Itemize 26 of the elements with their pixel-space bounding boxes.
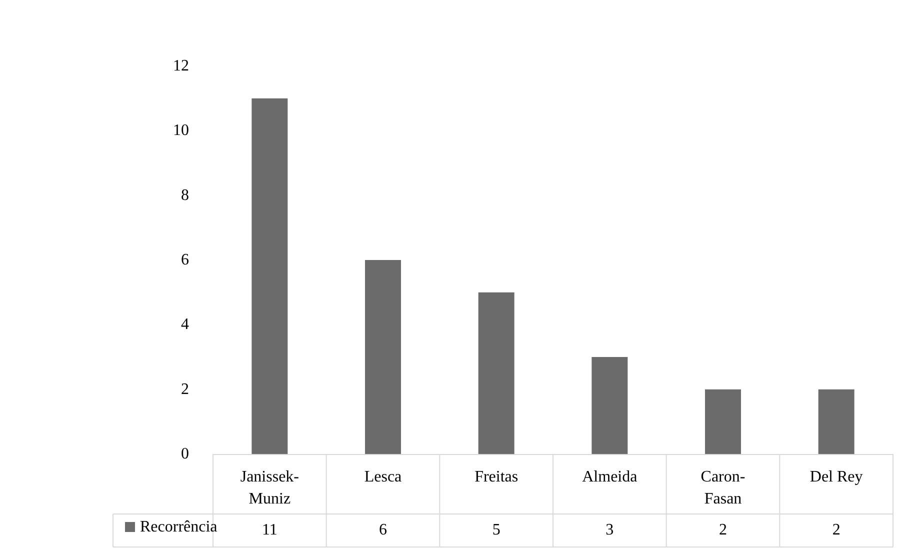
bar — [818, 389, 854, 454]
x-tick-label: Del Rey — [810, 468, 863, 486]
x-tick-label: Caron-Fasan — [700, 468, 746, 508]
legend-label: Recorrência — [140, 518, 218, 536]
data-label: 2 — [832, 522, 840, 538]
data-label: 5 — [492, 522, 500, 538]
y-tick-label: 12 — [173, 58, 189, 74]
x-tick-label: Lesca — [364, 468, 402, 486]
data-label: 3 — [606, 522, 614, 538]
data-label: 6 — [379, 522, 387, 538]
x-tick-label: Almeida — [582, 468, 638, 486]
bar — [705, 389, 741, 454]
y-tick-label: 0 — [181, 446, 189, 462]
bar — [252, 98, 288, 454]
bar — [592, 357, 628, 454]
data-label: 2 — [719, 522, 727, 538]
y-tick-label: 10 — [173, 122, 189, 140]
data-label: 11 — [262, 522, 278, 538]
x-tick-label: Freitas — [474, 468, 518, 486]
bar — [478, 292, 514, 454]
y-tick-label: 4 — [181, 316, 189, 334]
y-tick-label: 2 — [181, 380, 189, 398]
y-tick-label: 8 — [181, 186, 189, 204]
x-tick-label: Janissek-Muniz — [240, 468, 299, 508]
y-tick-label: 6 — [181, 252, 189, 268]
bar — [365, 260, 401, 454]
